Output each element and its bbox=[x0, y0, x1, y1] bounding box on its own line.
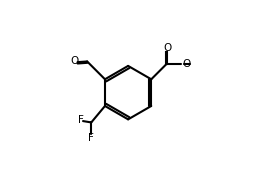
Text: O: O bbox=[182, 59, 191, 69]
Text: F: F bbox=[78, 115, 84, 125]
Text: F: F bbox=[88, 132, 94, 143]
Text: O: O bbox=[70, 56, 78, 66]
Text: O: O bbox=[163, 43, 171, 53]
